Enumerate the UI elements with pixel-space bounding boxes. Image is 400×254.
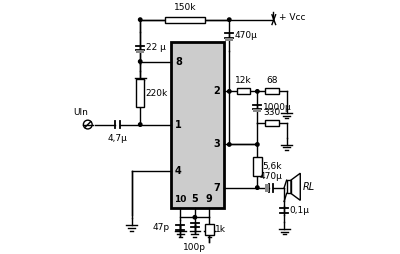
Circle shape — [228, 90, 231, 93]
Text: 3: 3 — [213, 139, 220, 149]
Text: 47p: 47p — [152, 223, 170, 232]
Text: 2: 2 — [213, 86, 220, 96]
Bar — [265, 120, 278, 126]
Bar — [205, 224, 214, 235]
Text: 68: 68 — [266, 76, 278, 85]
Circle shape — [228, 18, 231, 21]
Text: 4,7µ: 4,7µ — [108, 134, 128, 143]
Text: 8: 8 — [175, 56, 182, 67]
Bar — [171, 42, 224, 208]
Text: 1k: 1k — [215, 225, 226, 234]
Text: 9: 9 — [206, 194, 213, 204]
Text: 1000µ: 1000µ — [263, 103, 292, 112]
Bar — [254, 109, 261, 112]
Bar — [136, 50, 144, 53]
Text: 4: 4 — [175, 166, 182, 176]
Bar — [225, 38, 233, 41]
Text: 470µ: 470µ — [235, 31, 258, 40]
Text: 100p: 100p — [183, 243, 206, 252]
Text: 12k: 12k — [235, 76, 252, 85]
Circle shape — [138, 18, 142, 21]
Bar — [287, 180, 291, 194]
Text: RL: RL — [303, 182, 315, 192]
Circle shape — [256, 143, 259, 146]
Text: 10: 10 — [174, 195, 186, 204]
Bar — [237, 88, 250, 94]
Text: 0,1µ: 0,1µ — [290, 206, 310, 215]
Bar — [265, 88, 278, 94]
Bar — [165, 17, 205, 23]
Text: 7: 7 — [213, 183, 220, 193]
Bar — [253, 156, 262, 176]
Text: + Vcc: + Vcc — [279, 13, 306, 22]
Circle shape — [228, 143, 231, 146]
Text: 330: 330 — [263, 108, 280, 117]
Circle shape — [138, 123, 142, 126]
Text: 1: 1 — [175, 120, 182, 130]
Text: 5,6k: 5,6k — [263, 162, 282, 171]
Circle shape — [193, 216, 196, 219]
Text: 220k: 220k — [146, 89, 168, 98]
Circle shape — [256, 90, 259, 93]
Circle shape — [256, 186, 259, 189]
Bar — [265, 184, 268, 192]
Text: 470µ: 470µ — [259, 172, 282, 182]
Text: UIn: UIn — [73, 108, 88, 117]
Text: 22 µ: 22 µ — [146, 43, 166, 52]
Text: 5: 5 — [192, 194, 198, 204]
Text: 150k: 150k — [174, 3, 196, 12]
Bar — [136, 79, 144, 107]
Circle shape — [138, 60, 142, 63]
